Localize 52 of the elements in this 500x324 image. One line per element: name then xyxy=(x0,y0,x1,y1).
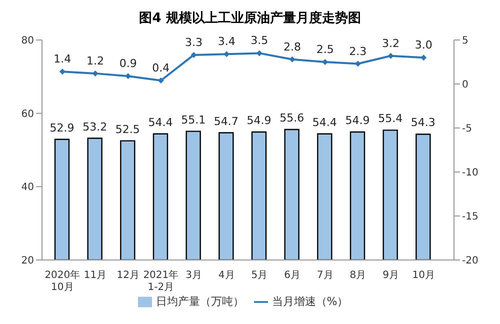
y2-tick-label: 0 xyxy=(462,80,468,91)
y-tick-label: 80 xyxy=(21,36,34,47)
y2-tick-label: -5 xyxy=(462,124,472,135)
x-tick-label: 8月 xyxy=(350,270,366,281)
data-label: 54.4 xyxy=(148,116,173,129)
data-label: 1.4 xyxy=(54,52,72,66)
x-tick-label: 2021年 1-2月 xyxy=(143,269,179,293)
data-label: 52.5 xyxy=(115,122,140,136)
data-label: 54.4 xyxy=(312,116,337,129)
x-tick-label: 2020年 10月 xyxy=(44,269,80,293)
data-label: 55.6 xyxy=(280,111,304,124)
legend-label: 日均产量（万吨） xyxy=(156,295,244,308)
x-tick-label: 3月 xyxy=(186,270,202,281)
data-label: 3.0 xyxy=(414,38,432,52)
x-tick-label: 11月 xyxy=(84,270,107,281)
data-label: 52.9 xyxy=(50,121,74,134)
x-tick-label: 12月 xyxy=(116,270,140,281)
x-tick-label: 6月 xyxy=(284,270,300,281)
x-tick-label: 4月 xyxy=(218,270,235,281)
data-label: 3.4 xyxy=(218,35,236,48)
y-tick-label: 40 xyxy=(21,182,34,194)
x-tick-label: 5月 xyxy=(251,270,268,281)
point xyxy=(92,70,98,76)
data-label: 54.7 xyxy=(214,114,238,128)
x-tick-label: 9月 xyxy=(382,270,399,281)
y2-tick-label: -10 xyxy=(462,168,478,179)
data-label: 2.5 xyxy=(316,43,334,56)
legend-label: 当月增速（%） xyxy=(272,295,348,308)
data-label: 0.4 xyxy=(152,61,170,74)
data-label: 55.4 xyxy=(378,112,403,126)
x-tick-label: 7月 xyxy=(316,270,334,281)
data-label: 1.2 xyxy=(86,54,104,68)
data-label: 53.2 xyxy=(82,120,108,134)
data-label: 3.5 xyxy=(250,34,268,48)
y2-tick-label: -20 xyxy=(462,256,478,267)
chart-title: 图4 规模以上工业原油产量月度走势图 xyxy=(138,10,362,28)
x-tick-label: 10月 xyxy=(412,270,435,281)
data-label: 3.3 xyxy=(185,36,202,49)
data-label: 0.9 xyxy=(119,57,137,70)
y2-tick-label: 5 xyxy=(462,36,468,47)
y-tick-label: 20 xyxy=(21,256,34,267)
data-label: 54.3 xyxy=(410,116,436,130)
data-label: 2.8 xyxy=(284,40,301,54)
data-label: 2.3 xyxy=(349,44,367,58)
data-label: 3.2 xyxy=(382,36,400,50)
point xyxy=(59,68,66,75)
data-label: 54.9 xyxy=(246,114,272,128)
y-tick-label: 60 xyxy=(21,108,34,120)
data-label: 54.9 xyxy=(345,114,370,128)
data-label: 55.1 xyxy=(181,113,206,126)
y2-tick-label: -15 xyxy=(462,212,478,223)
point xyxy=(289,56,296,62)
